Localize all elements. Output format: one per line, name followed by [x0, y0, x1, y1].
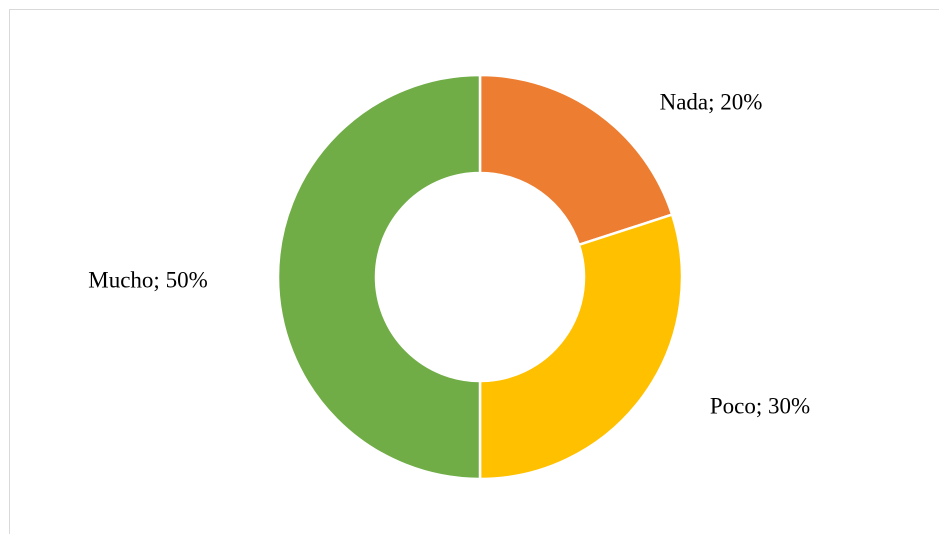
donut-slice [276, 73, 482, 481]
donut-slice [478, 213, 684, 481]
data-label: Mucho; 50% [88, 267, 207, 292]
data-label: Poco; 30% [710, 393, 810, 418]
data-label: Nada; 20% [660, 89, 763, 114]
donut-slice [478, 73, 674, 247]
